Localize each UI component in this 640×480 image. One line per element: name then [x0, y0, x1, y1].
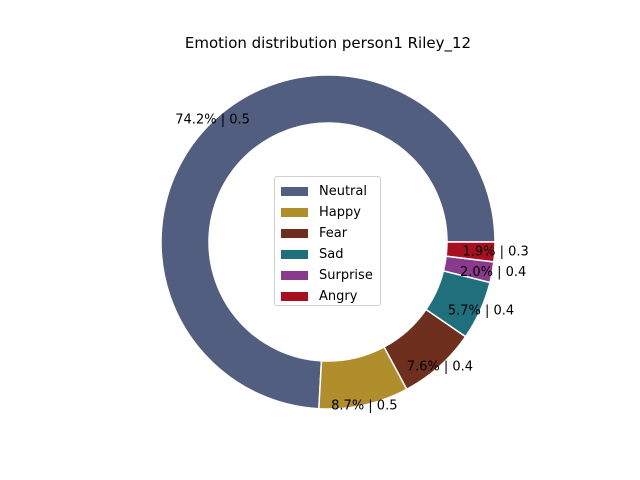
slice-label-fear: 7.6% | 0.4 — [407, 360, 473, 375]
slice-angry — [445, 241, 496, 263]
legend-label: Surprise — [319, 268, 373, 283]
slice-neutral — [160, 74, 496, 410]
legend-item-angry: Angry — [281, 286, 380, 307]
legend-label: Sad — [319, 247, 344, 262]
slice-label-surprise: 2.0% | 0.4 — [460, 265, 526, 280]
legend-item-happy: Happy — [281, 202, 380, 223]
legend-swatch — [281, 229, 308, 238]
legend-label: Happy — [319, 205, 361, 220]
legend-label: Fear — [319, 226, 348, 241]
legend-swatch — [281, 187, 308, 196]
legend-item-fear: Fear — [281, 223, 380, 244]
legend-item-sad: Sad — [281, 244, 380, 265]
slice-label-happy: 8.7% | 0.5 — [331, 398, 397, 413]
legend-label: Neutral — [319, 184, 367, 199]
slice-label-sad: 5.7% | 0.4 — [448, 304, 514, 319]
legend: Neutral Happy Fear Sad Surprise Angry — [274, 176, 381, 306]
legend-label: Angry — [319, 289, 358, 304]
chart-title: Emotion distribution person1 Riley_12 — [184, 34, 472, 52]
legend-swatch — [281, 250, 308, 259]
slice-label-neutral: 74.2% | 0.5 — [175, 113, 250, 128]
slice-label-angry: 1.9% | 0.3 — [462, 245, 528, 260]
legend-item-surprise: Surprise — [281, 265, 380, 286]
legend-swatch — [281, 292, 308, 301]
legend-item-neutral: Neutral — [281, 181, 380, 202]
legend-swatch — [281, 208, 308, 217]
legend-swatch — [281, 271, 308, 280]
